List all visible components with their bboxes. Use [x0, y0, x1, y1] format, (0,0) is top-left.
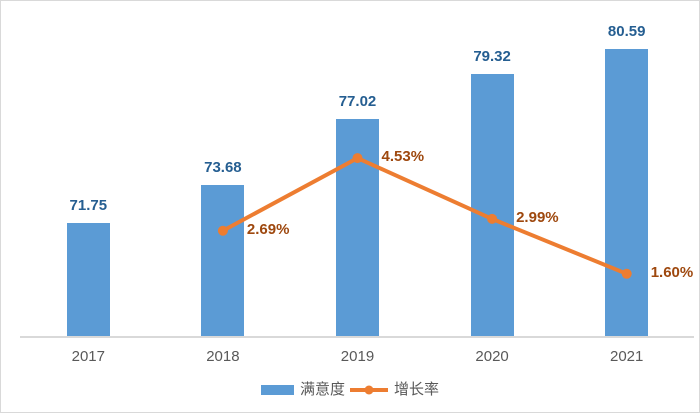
x-tick-2020: 2020 — [475, 348, 509, 365]
line-series-marker-icon — [364, 385, 374, 395]
x-tick-2018: 2018 — [206, 348, 240, 365]
legend: 满意度 增长率 — [1, 381, 699, 399]
legend-label-growth-rate: 增长率 — [394, 381, 440, 398]
bar-value-label-2020: 79.32 — [473, 47, 511, 65]
legend-label-satisfaction: 满意度 — [299, 381, 345, 398]
x-tick-2017: 2017 — [71, 348, 105, 365]
line-value-label-2020: 2.99% — [516, 208, 559, 226]
bar-value-label-2017: 71.75 — [69, 197, 108, 215]
legend-item-growth-rate: 增长率 — [350, 381, 439, 399]
line-value-label-2018: 2.69% — [246, 220, 290, 238]
bar-2017 — [66, 223, 110, 337]
line-value-label-2021: 1.60% — [650, 263, 694, 281]
bar-series-swatch-icon — [260, 385, 294, 395]
legend-item-satisfaction: 满意度 — [260, 381, 345, 399]
growth-rate-line — [221, 155, 628, 276]
bar-value-label-2019: 77.02 — [338, 93, 377, 111]
bar-2020 — [470, 73, 514, 337]
x-tick-2019: 2019 — [340, 348, 375, 365]
bar-2019 — [336, 119, 379, 337]
x-axis-line — [20, 336, 694, 338]
bar-2021 — [605, 48, 649, 337]
line-series-swatch-icon — [350, 385, 388, 395]
x-tick-2021: 2021 — [610, 348, 644, 365]
bar-value-label-2021: 80.59 — [607, 22, 646, 40]
bar-value-label-2018: 73.68 — [204, 159, 242, 177]
bar-2018 — [201, 185, 245, 337]
line-value-label-2019: 4.53% — [381, 148, 425, 166]
